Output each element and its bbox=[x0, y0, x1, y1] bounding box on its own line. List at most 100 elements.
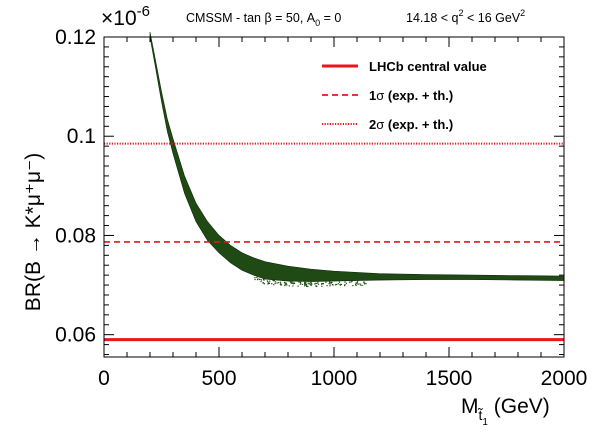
band-fringe-point bbox=[290, 282, 292, 284]
chart-title-left: CMSSM - tan β = 50, A0 = 0 bbox=[186, 11, 341, 28]
band-fringe-point bbox=[307, 282, 309, 284]
band-fringe-point bbox=[315, 282, 317, 284]
y-tick-label: 0.06 bbox=[55, 324, 96, 347]
band-fringe-point bbox=[293, 282, 296, 284]
band-fringe-point bbox=[337, 283, 339, 285]
band-fringe-point bbox=[356, 283, 358, 285]
x-tick-label: 2000 bbox=[541, 367, 588, 390]
band-fringe-point bbox=[310, 282, 312, 284]
band-fringe-point bbox=[325, 281, 327, 283]
band-fringe-point bbox=[360, 284, 362, 286]
band-fringe-point bbox=[326, 285, 328, 287]
band-fringe-point bbox=[329, 285, 331, 287]
band-fringe-point bbox=[300, 282, 302, 284]
band-fringe-point bbox=[297, 285, 299, 287]
y-exponent-label: ×10-6 bbox=[101, 3, 150, 30]
band-fringe-point bbox=[267, 281, 269, 283]
band-fringe-point bbox=[257, 278, 259, 280]
band-fringe-point bbox=[336, 283, 338, 286]
band-fringe-point bbox=[280, 284, 283, 286]
band-fringe-point bbox=[314, 283, 316, 285]
band-fringe-point bbox=[310, 284, 312, 286]
band-fringe-point bbox=[274, 282, 276, 285]
band-fringe-point bbox=[317, 283, 320, 285]
band-fringe-point bbox=[338, 281, 341, 283]
band-fringe-point bbox=[285, 282, 287, 284]
band-fringe-point bbox=[291, 281, 293, 283]
band-fringe-point bbox=[321, 285, 323, 287]
y-axis-ticks: 0.06 0.08 0.1 0.12 bbox=[55, 26, 564, 356]
chart-title-right: 14.18 < q2 < 16 GeV2 bbox=[406, 8, 525, 25]
band-fringe-point bbox=[256, 276, 258, 278]
band-fringe-point bbox=[267, 283, 269, 285]
band-fringe-point bbox=[305, 283, 307, 285]
band-fringe-point bbox=[259, 278, 261, 280]
band-fringe-point bbox=[332, 284, 334, 286]
band-fringe-point bbox=[268, 282, 270, 284]
band-fringe-point bbox=[351, 280, 353, 282]
band-fringe-point bbox=[356, 281, 358, 283]
band-fringe-point bbox=[305, 281, 307, 284]
band-fringe-point bbox=[322, 283, 324, 285]
band-fringe-point bbox=[305, 284, 307, 286]
band-fringe-point bbox=[329, 281, 331, 284]
band-fringe-point bbox=[365, 282, 367, 285]
band-fringe-point bbox=[307, 285, 309, 288]
band-fringe-point bbox=[331, 281, 333, 284]
band-fringe-point bbox=[284, 284, 286, 286]
band-fringe-point bbox=[357, 283, 359, 285]
band-fringe-point bbox=[308, 283, 310, 285]
band-fringe-point bbox=[311, 283, 313, 285]
x-axis-title: Mt̃1 (GeV) bbox=[461, 395, 550, 428]
band-fringe-point bbox=[290, 281, 292, 284]
band-fringe-point bbox=[286, 284, 288, 286]
band-fringe-point bbox=[256, 279, 259, 281]
band-fringe-point bbox=[355, 283, 357, 286]
band-fringe-point bbox=[316, 282, 318, 285]
band-fringe-point bbox=[355, 282, 357, 284]
x-tick-label: 0 bbox=[98, 367, 110, 390]
band-fringe-point bbox=[344, 284, 346, 286]
legend: LHCb central value 1σ (exp. + th.) 2σ (e… bbox=[322, 59, 487, 132]
band-fringe-point bbox=[349, 281, 351, 283]
band-fringe-point bbox=[263, 279, 265, 281]
band-fringe-point bbox=[273, 280, 275, 282]
band-fringe-point bbox=[355, 284, 357, 287]
band-fringe-point bbox=[306, 284, 308, 286]
legend-label-1sigma: 1σ (exp. + th.) bbox=[369, 88, 453, 103]
legend-label-central: LHCb central value bbox=[369, 59, 487, 74]
band-fringe-point bbox=[260, 280, 262, 283]
band-fringe-point bbox=[329, 283, 331, 285]
band-fringe-point bbox=[254, 278, 256, 281]
band-fringe-point bbox=[309, 284, 312, 286]
band-fringe-point bbox=[285, 283, 287, 285]
y-tick-label: 0.1 bbox=[67, 125, 96, 148]
band-fringe-point bbox=[284, 285, 286, 287]
band-fringe-point bbox=[266, 280, 268, 282]
band-fringe-point bbox=[345, 282, 347, 284]
band-fringe-point bbox=[328, 283, 330, 285]
band-fringe-point bbox=[263, 283, 265, 285]
band-fringe-point bbox=[288, 285, 290, 287]
band-fringe-point bbox=[317, 281, 319, 283]
band-fringe-point bbox=[262, 282, 264, 284]
band-fringe-point bbox=[339, 284, 341, 286]
band-fringe-point bbox=[278, 282, 280, 284]
band-fringe-point bbox=[350, 281, 352, 283]
reference-lines bbox=[104, 142, 564, 342]
band-fringe-point bbox=[357, 281, 359, 283]
band-fringe-point bbox=[352, 285, 354, 287]
band-fringe-point bbox=[260, 279, 263, 281]
band-fringe-point bbox=[276, 282, 278, 284]
band-fringe-point bbox=[344, 281, 346, 283]
band-fringe-point bbox=[279, 283, 282, 285]
band-fringe-point bbox=[273, 284, 275, 286]
band-fringe-point bbox=[289, 281, 291, 283]
band-fringe-point bbox=[363, 281, 365, 284]
legend-label-2sigma: 2σ (exp. + th.) bbox=[369, 117, 453, 132]
band-fringe-point bbox=[301, 283, 303, 285]
band-fringe-point bbox=[254, 277, 256, 279]
band-fringe-point bbox=[334, 284, 336, 286]
band-fringe-point bbox=[284, 282, 286, 284]
